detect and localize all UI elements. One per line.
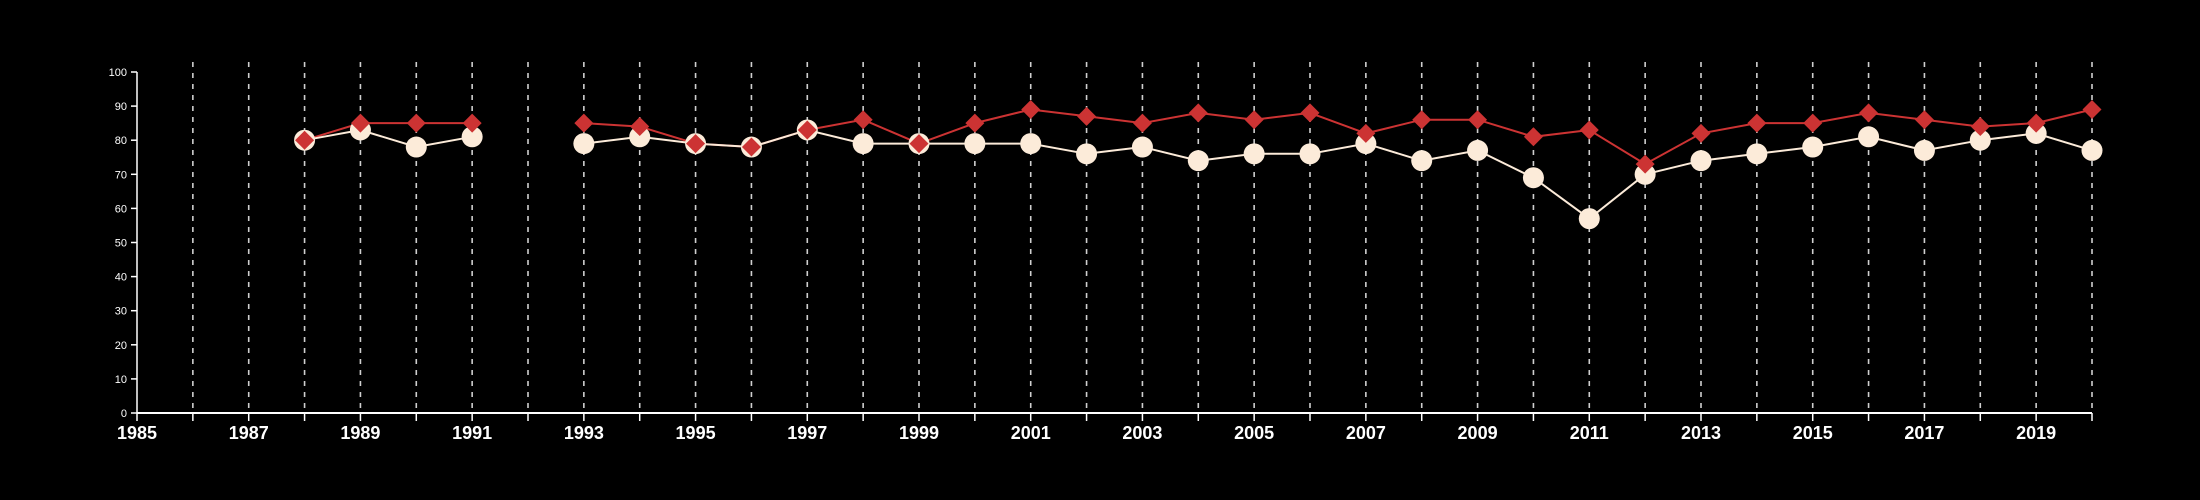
circle-point-1990 (405, 136, 427, 158)
axes: 0 10 20 30 40 50 60 70 80 90 100 1985 1987 1989 1991 19… (109, 67, 2093, 443)
circle-point-2003 (1131, 136, 1153, 158)
x-tick-label: 1985 (117, 423, 157, 443)
y-tick-label: 40 (115, 272, 127, 284)
diamond-point-2007 (1356, 123, 1376, 143)
diamond-point-1989 (350, 113, 370, 133)
diamond-point-2019 (2026, 113, 2046, 133)
diamond-point-2012 (1635, 154, 1655, 174)
diamond-point-1997 (797, 120, 817, 140)
x-tick-label: 2009 (1458, 423, 1498, 443)
diamond-point-2002 (1077, 106, 1097, 126)
circle-point-2015 (1802, 136, 1824, 158)
circle-point-2009 (1467, 139, 1489, 161)
diamond-point-2016 (1859, 103, 1879, 123)
circle-point-2008 (1411, 150, 1433, 172)
series-0-line-1 (583, 108, 2093, 166)
x-tick-label: 2001 (1011, 423, 1051, 443)
y-tick-label: 50 (115, 238, 127, 250)
circle-point-1991 (461, 126, 483, 148)
diamond-point-2014 (1747, 113, 1767, 133)
circle-point-2001 (1020, 133, 1042, 155)
diamond-point-2015 (1803, 113, 1823, 133)
diamond-point-2020 (2082, 100, 2102, 120)
circle-point-2006 (1299, 143, 1321, 165)
diamond-point-1994 (630, 117, 650, 137)
diamond-point-1993 (574, 113, 594, 133)
circle-point-2019 (2025, 122, 2047, 144)
circle-point-2002 (1076, 143, 1098, 165)
diamond-point-2005 (1244, 110, 1264, 130)
diamond-point-1998 (853, 110, 873, 130)
x-tick-label: 2015 (1793, 423, 1833, 443)
x-tick-label: 1999 (899, 423, 939, 443)
series-lines (304, 108, 2093, 220)
circle-point-1993 (573, 133, 595, 155)
diamond-point-2011 (1579, 120, 1599, 140)
diamond-point-2008 (1412, 110, 1432, 130)
diamond-point-2004 (1188, 103, 1208, 123)
circle-point-2011 (1578, 208, 1600, 230)
series-1-line-1 (583, 128, 2093, 220)
y-tick-label: 20 (115, 340, 127, 352)
diamond-point-2013 (1691, 123, 1711, 143)
x-tick-label: 1995 (676, 423, 716, 443)
diamond-point-2006 (1300, 103, 1320, 123)
circle-point-2020 (2081, 139, 2103, 161)
circle-point-2016 (1858, 126, 1880, 148)
circle-point-2014 (1746, 143, 1768, 165)
x-tick-label: 1991 (452, 423, 492, 443)
diamond-point-1988 (295, 130, 315, 150)
x-tick-label: 2017 (1904, 423, 1944, 443)
circle-point-2005 (1243, 143, 1265, 165)
circle-point-2018 (1969, 129, 1991, 151)
diamond-point-2001 (1021, 100, 1041, 120)
diamond-point-2009 (1468, 110, 1488, 130)
circle-point-2004 (1187, 150, 1209, 172)
series-0-line-0 (304, 122, 473, 142)
diamond-point-2017 (1914, 110, 1934, 130)
diamond-point-2003 (1132, 113, 1152, 133)
x-tick-label: 1997 (787, 423, 827, 443)
diamond-point-1991 (462, 113, 482, 133)
x-tick-label: 2007 (1346, 423, 1386, 443)
x-tick-label: 2003 (1122, 423, 1162, 443)
diamond-point-1996 (741, 137, 761, 157)
diamond-point-1990 (406, 113, 426, 133)
circle-point-1998 (852, 133, 874, 155)
diamond-point-2010 (1523, 127, 1543, 147)
y-tick-label: 60 (115, 203, 127, 215)
y-tick-label: 100 (109, 67, 127, 79)
circle-point-2007 (1355, 133, 1377, 155)
x-tick-label: 1993 (564, 423, 604, 443)
circle-point-2012 (1634, 163, 1656, 185)
circle-point-2000 (964, 133, 986, 155)
x-tick-label: 2019 (2016, 423, 2056, 443)
series-markers (294, 100, 2103, 230)
y-tick-label: 80 (115, 135, 127, 147)
y-tick-label: 0 (121, 408, 127, 420)
x-tick-label: 2011 (1570, 423, 1609, 443)
series-1-line-0 (304, 128, 473, 149)
diamond-point-1995 (686, 134, 706, 154)
y-tick-label: 70 (115, 169, 127, 181)
y-tick-label: 10 (115, 374, 127, 386)
x-tick-label: 2013 (1681, 423, 1721, 443)
circle-point-2010 (1522, 167, 1544, 189)
diamond-point-1999 (909, 134, 929, 154)
circle-point-2013 (1690, 150, 1712, 172)
diamond-point-2000 (965, 113, 985, 133)
circle-point-2017 (1913, 139, 1935, 161)
y-tick-label: 30 (115, 306, 127, 318)
x-tick-label: 1989 (340, 423, 380, 443)
x-tick-label: 1987 (229, 423, 269, 443)
y-tick-label: 90 (115, 101, 127, 113)
circle-point-1994 (629, 126, 651, 148)
x-tick-label: 2005 (1234, 423, 1274, 443)
diamond-point-2018 (1970, 117, 1990, 137)
